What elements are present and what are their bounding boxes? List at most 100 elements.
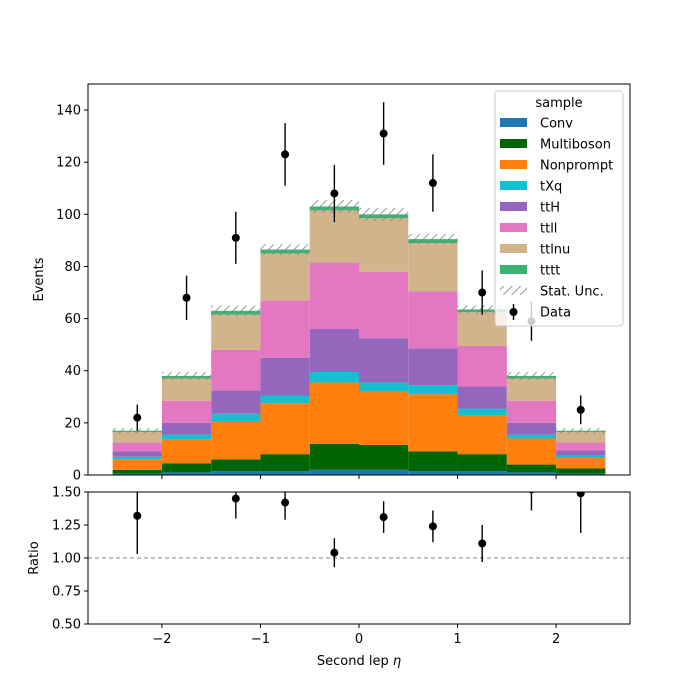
bar-ttlnu xyxy=(359,218,409,272)
bar-tth xyxy=(211,390,261,414)
ratio-y-tick-label: 1.50 xyxy=(52,486,81,501)
bar-multiboson xyxy=(161,463,212,473)
ratio-point xyxy=(231,494,240,503)
bar-ttlnu xyxy=(211,314,261,350)
x-tick-label: 1 xyxy=(453,632,461,647)
data-points xyxy=(133,102,585,431)
main-y-tick-label: 20 xyxy=(64,416,81,431)
main-y-tick-label: 120 xyxy=(56,156,81,171)
bar-multiboson xyxy=(359,445,409,470)
main-y-tick-label: 60 xyxy=(64,312,81,327)
bar-conv xyxy=(408,471,458,475)
ratio-point xyxy=(281,498,290,507)
bar-tth xyxy=(161,422,212,435)
legend: sample Conv Multiboson Nonprompt tXq ttH ttll… xyxy=(494,90,624,327)
data-point xyxy=(133,413,142,422)
bar-txq xyxy=(506,434,557,439)
bar-multiboson xyxy=(506,464,557,473)
bar-conv xyxy=(457,471,507,475)
bar-tth xyxy=(408,348,458,386)
x-tick-label: 0 xyxy=(355,632,363,647)
bar-conv xyxy=(161,472,212,475)
ratio-point xyxy=(428,522,437,531)
bar-ttll xyxy=(260,300,310,358)
legend-swatch xyxy=(500,160,527,169)
ratio-y-tick-label: 1.00 xyxy=(52,552,81,567)
bar-conv xyxy=(309,469,359,475)
stat-unc-band xyxy=(506,372,557,380)
main-y-ticks: 0 20 40 60 80 100 120 140 xyxy=(56,104,88,484)
ratio-axes-frame xyxy=(87,491,631,625)
bar-ttll xyxy=(457,345,507,387)
ratio-y-ticks: 0.50 0.75 1.00 1.25 1.50 xyxy=(52,486,88,633)
bar-nonprompt xyxy=(556,458,606,469)
bar-ttlnu xyxy=(556,431,606,443)
x-tick-label: −2 xyxy=(152,632,171,647)
x-axis-label: Second lep η xyxy=(317,654,401,669)
ratio-y-axis-label: Ratio xyxy=(27,541,42,574)
bar-multiboson xyxy=(211,459,261,472)
bar-ttll xyxy=(556,442,606,451)
bar-ttll xyxy=(161,400,212,423)
legend-label: tttt xyxy=(540,264,560,279)
bar-tth xyxy=(309,329,359,373)
data-point xyxy=(330,189,339,198)
legend-swatch-stat-unc xyxy=(500,286,527,295)
bar-nonprompt xyxy=(309,382,359,444)
data-point xyxy=(478,288,487,297)
data-point xyxy=(281,150,290,159)
ratio-y-tick-label: 0.75 xyxy=(52,585,81,600)
bar-tth xyxy=(260,357,310,396)
legend-label: ttH xyxy=(540,201,560,216)
bar-txq xyxy=(309,372,359,383)
legend-label: tXq xyxy=(540,180,562,195)
stat-unc-band xyxy=(359,207,409,221)
x-tick-label: −1 xyxy=(251,632,270,647)
main-x-ticks xyxy=(161,475,557,479)
ratio-point xyxy=(478,539,487,548)
legend-label: Multiboson xyxy=(540,138,611,153)
ratio-y-tick-label: 1.25 xyxy=(52,519,81,534)
data-point xyxy=(182,293,191,302)
legend-swatch xyxy=(500,265,527,274)
bar-nonprompt xyxy=(408,394,458,452)
legend-label: Conv xyxy=(540,117,573,132)
ratio-point xyxy=(330,548,339,557)
main-y-tick-label: 0 xyxy=(73,469,81,484)
legend-title: sample xyxy=(535,96,582,111)
legend-swatch xyxy=(500,223,527,232)
x-tick-label: 2 xyxy=(552,632,560,647)
bar-multiboson xyxy=(260,454,310,472)
bar-conv xyxy=(260,471,310,475)
legend-label: ttlnu xyxy=(540,243,570,258)
ratio-x-ticks: −2 −1 0 1 2 xyxy=(152,624,560,647)
bar-conv xyxy=(506,472,557,475)
ratio-point xyxy=(576,492,585,498)
bar-txq xyxy=(408,385,458,395)
bar-ttll xyxy=(359,271,409,339)
bar-ttll xyxy=(408,291,458,349)
x-axis-label-text: Second lep xyxy=(317,654,393,669)
bar-nonprompt xyxy=(161,439,212,464)
bar-txq xyxy=(112,456,162,460)
stat-unc-band xyxy=(161,372,212,380)
bar-multiboson xyxy=(112,469,162,474)
bar-ttlnu xyxy=(260,253,310,301)
legend-label: Stat. Unc. xyxy=(540,285,604,300)
bar-tth xyxy=(556,450,606,456)
bar-tth xyxy=(359,338,409,383)
bar-nonprompt xyxy=(457,415,507,455)
data-point xyxy=(379,129,388,138)
stat-unc-band xyxy=(260,244,310,255)
x-axis-label-symbol: η xyxy=(393,654,401,669)
bar-ttll xyxy=(211,349,261,391)
bar-txq xyxy=(359,382,409,392)
bar-ttlnu xyxy=(161,378,212,401)
bar-ttlnu xyxy=(408,243,458,292)
legend-swatch xyxy=(500,244,527,253)
bar-tth xyxy=(457,386,507,409)
bar-multiboson xyxy=(309,443,359,470)
bar-nonprompt xyxy=(112,459,162,470)
main-y-axis-label: Events xyxy=(32,257,47,301)
